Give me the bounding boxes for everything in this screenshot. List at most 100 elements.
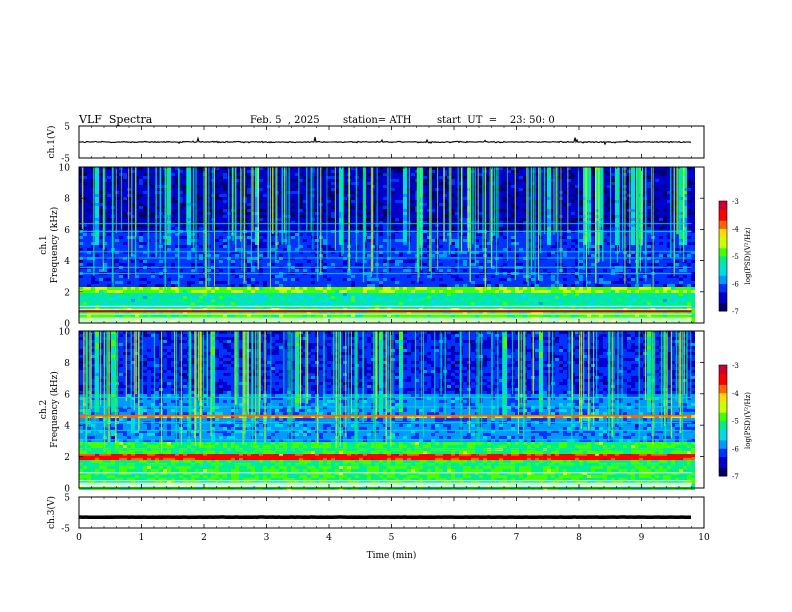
spectrogram-cell [251,245,255,248]
spectrogram-cell [247,263,251,266]
spectrogram-cell [247,185,251,188]
spectrogram-cell [299,212,303,215]
spectrogram-cell [299,314,303,317]
spectrogram-cell [187,194,191,197]
spectrogram-cell [443,170,447,173]
spectrogram-cell [135,215,139,218]
spectrogram-cell [91,176,95,179]
spectrogram-cell [279,173,283,176]
spectrogram-cell [247,281,251,284]
spectrogram-cell [427,197,431,200]
spectrogram-cell [283,248,287,251]
spectrogram-cell [251,290,255,293]
spectrogram-cell [295,173,299,176]
spectrogram-cell [119,299,123,302]
spectrogram-cell [295,182,299,185]
spectrogram-cell [391,233,395,236]
spectrogram-cell [175,293,179,296]
spectrogram-cell [451,248,455,251]
spectrogram-cell [287,275,291,278]
spectrogram-cell [215,260,219,263]
spectrogram-cell [219,194,223,197]
spectrogram-cell [119,293,123,296]
spectrogram-cell [179,281,183,284]
spectrogram-cell [367,167,371,170]
spectrogram-cell [291,209,295,212]
spectrogram-cell [411,311,415,314]
spectrogram-cell [435,236,439,239]
spectrogram-cell [291,260,295,263]
spectrogram-cell [415,269,419,272]
spectrogram-cell [215,248,219,251]
spectrogram-cell [451,170,455,173]
spectrogram-cell [187,257,191,260]
spectrogram-cell [219,221,223,224]
spectrogram-cell [367,170,371,173]
spectrogram-cell [235,200,239,203]
spectrogram-cell [363,281,367,284]
spectrogram-cell [419,263,423,266]
spectrogram-cell [95,290,99,293]
spectrogram-cell [175,233,179,236]
spectrogram-cell [155,314,159,317]
spectrogram-cell [323,296,327,299]
spectrogram-cell [383,248,387,251]
spectrogram-cell [319,281,323,284]
spectrogram-cell [95,215,99,218]
spectrogram-cell [131,215,135,218]
spectrogram-cell [427,245,431,248]
spectrogram-cell [387,278,391,281]
spectrogram-cell [91,284,95,287]
spectrogram-cell [351,239,355,242]
spectrogram-cell [223,221,227,224]
spectrogram-cell [79,194,83,197]
spectrogram-cell [199,209,203,212]
spectrogram-cell [383,197,387,200]
spectrogram-cell [103,254,107,257]
spectrogram-cell [179,248,183,251]
spectrogram-cell [415,314,419,317]
spectrogram-cell [143,248,147,251]
spectrogram-cell [187,245,191,248]
spectrogram-cell [319,293,323,296]
spectrogram-cell [95,314,99,317]
spectrogram-cell [359,254,363,257]
spectrogram-cell [335,209,339,212]
spectrogram-cell [291,242,295,245]
spectrogram-cell [91,188,95,191]
spectrogram-cell [359,302,363,305]
spectrogram-cell [219,170,223,173]
spectrogram-cell [439,188,443,191]
spectrogram-cell [179,167,183,170]
spectrogram-cell [391,218,395,221]
spectrogram-cell [255,263,259,266]
spectrogram-cell [131,248,135,251]
spectrogram-cell [283,275,287,278]
spectrogram-cell [419,293,423,296]
spectrogram-cell [291,287,295,290]
spectrogram-cell [235,278,239,281]
spectrogram-cell [383,293,387,296]
spectrogram-cell [123,290,127,293]
spectrogram-cell [235,251,239,254]
spectrogram-cell [303,215,307,218]
spectrogram-cell [283,293,287,296]
spectrogram-cell [183,254,187,257]
spectrogram-cell [435,290,439,293]
spectrogram-cell [99,200,103,203]
spectrogram-cell [83,293,87,296]
spectrogram-cell [379,263,383,266]
spectrogram-cell [399,218,403,221]
spectrogram-cell [431,260,435,263]
spectrogram-cell [407,302,411,305]
spectrogram-cell [191,281,195,284]
spectrogram-cell [411,209,415,212]
spectrogram-cell [211,284,215,287]
spectrogram-cell [399,233,403,236]
spectrogram-cell [275,260,279,263]
spectrogram-cell [247,269,251,272]
spectrogram-cell [79,311,83,314]
spectrogram-cell [359,200,363,203]
spectrogram-cell [247,203,251,206]
spectrogram-cell [127,299,131,302]
